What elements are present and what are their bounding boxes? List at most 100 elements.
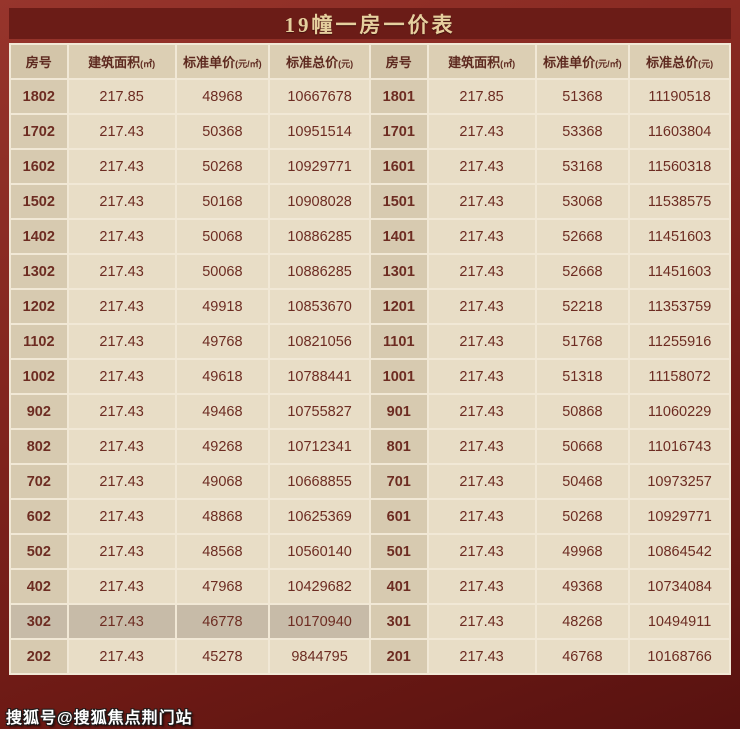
table-row: 302 217.43 46778 10170940 301 217.43 48268 1049… — [9, 603, 731, 640]
room-cell: 1302 — [9, 253, 69, 290]
value-cell: 217.43 — [66, 323, 177, 360]
value-cell: 217.43 — [66, 393, 177, 430]
value-cell: 10886285 — [268, 218, 371, 255]
room-cell: 1701 — [368, 113, 429, 150]
value-cell: 217.43 — [426, 498, 537, 535]
value-cell: 217.43 — [426, 113, 537, 150]
value-cell: 49968 — [534, 533, 631, 570]
room-cell: 801 — [368, 428, 429, 465]
room-cell: 1002 — [9, 358, 69, 395]
value-cell: 50668 — [534, 428, 631, 465]
value-cell: 10668855 — [268, 463, 371, 500]
value-cell: 52668 — [534, 253, 631, 290]
value-cell: 217.43 — [66, 498, 177, 535]
value-cell: 51768 — [534, 323, 631, 360]
table-row: 502 217.43 48568 10560140 501 217.43 49968 1086… — [9, 533, 731, 570]
room-cell: 1702 — [9, 113, 69, 150]
header-room-right: 房号 — [368, 43, 429, 80]
value-cell: 10821056 — [268, 323, 371, 360]
value-cell: 217.43 — [66, 638, 177, 675]
value-cell: 11353759 — [628, 288, 731, 325]
value-cell: 10170940 — [268, 603, 371, 640]
value-cell: 10929771 — [268, 148, 371, 185]
value-cell: 47968 — [174, 568, 271, 605]
value-cell: 9844795 — [268, 638, 371, 675]
value-cell: 10951514 — [268, 113, 371, 150]
value-cell: 50168 — [174, 183, 271, 220]
table-row: 702 217.43 49068 10668855 701 217.43 50468 1097… — [9, 463, 731, 500]
value-cell: 11538575 — [628, 183, 731, 220]
value-cell: 48568 — [174, 533, 271, 570]
header-unitprice-left: 标准单价(元/㎡) — [174, 43, 271, 80]
watermark: 搜狐号@搜狐焦点荆门站 — [6, 710, 193, 727]
value-cell: 49768 — [174, 323, 271, 360]
room-cell: 1101 — [368, 323, 429, 360]
table-row: 902 217.43 49468 10755827 901 217.43 50868 1106… — [9, 393, 731, 430]
room-cell: 1102 — [9, 323, 69, 360]
value-cell: 217.43 — [426, 463, 537, 500]
room-cell: 1602 — [9, 148, 69, 185]
header-row: 房号 建筑面积(㎡) 标准单价(元/㎡) 标准总价(元) 房号 建筑面积(㎡) … — [9, 43, 731, 80]
page-title: 19幢一房一价表 — [9, 8, 731, 39]
table-row: 1602 217.43 50268 10929771 1601 217.43 53168 11… — [9, 148, 731, 185]
value-cell: 217.43 — [426, 358, 537, 395]
value-cell: 217.43 — [426, 603, 537, 640]
header-unitprice-right: 标准单价(元/㎡) — [534, 43, 631, 80]
room-cell: 301 — [368, 603, 429, 640]
value-cell: 217.43 — [426, 323, 537, 360]
room-cell: 802 — [9, 428, 69, 465]
room-cell: 901 — [368, 393, 429, 430]
value-cell: 217.43 — [426, 428, 537, 465]
room-cell: 1402 — [9, 218, 69, 255]
table-row: 1502 217.43 50168 10908028 1501 217.43 53068 11… — [9, 183, 731, 220]
value-cell: 48968 — [174, 78, 271, 115]
table-row: 802 217.43 49268 10712341 801 217.43 50668 1101… — [9, 428, 731, 465]
value-cell: 49918 — [174, 288, 271, 325]
room-cell: 701 — [368, 463, 429, 500]
room-cell: 1001 — [368, 358, 429, 395]
value-cell: 11451603 — [628, 218, 731, 255]
value-cell: 217.43 — [66, 568, 177, 605]
header-room-left: 房号 — [9, 43, 69, 80]
value-cell: 50068 — [174, 253, 271, 290]
value-cell: 217.43 — [426, 638, 537, 675]
room-cell: 1202 — [9, 288, 69, 325]
value-cell: 10625369 — [268, 498, 371, 535]
value-cell: 217.43 — [66, 218, 177, 255]
header-totalprice-right: 标准总价(元) — [628, 43, 731, 80]
room-cell: 1201 — [368, 288, 429, 325]
header-area-left: 建筑面积(㎡) — [66, 43, 177, 80]
value-cell: 49468 — [174, 393, 271, 430]
value-cell: 50268 — [174, 148, 271, 185]
room-cell: 1501 — [368, 183, 429, 220]
value-cell: 51318 — [534, 358, 631, 395]
header-totalprice-left: 标准总价(元) — [268, 43, 371, 80]
price-table: 房号 建筑面积(㎡) 标准单价(元/㎡) 标准总价(元) 房号 建筑面积(㎡) … — [9, 43, 731, 675]
value-cell: 10973257 — [628, 463, 731, 500]
value-cell: 11158072 — [628, 358, 731, 395]
room-cell: 202 — [9, 638, 69, 675]
table-row: 602 217.43 48868 10625369 601 217.43 50268 1092… — [9, 498, 731, 535]
value-cell: 217.43 — [426, 148, 537, 185]
value-cell: 10734084 — [628, 568, 731, 605]
page-title-text: 19幢一房一价表 — [284, 12, 456, 37]
room-cell: 902 — [9, 393, 69, 430]
value-cell: 10429682 — [268, 568, 371, 605]
value-cell: 217.43 — [426, 393, 537, 430]
room-cell: 302 — [9, 603, 69, 640]
value-cell: 46768 — [534, 638, 631, 675]
value-cell: 217.43 — [66, 603, 177, 640]
value-cell: 11603804 — [628, 113, 731, 150]
value-cell: 10853670 — [268, 288, 371, 325]
value-cell: 49368 — [534, 568, 631, 605]
table-row: 402 217.43 47968 10429682 401 217.43 49368 1073… — [9, 568, 731, 605]
value-cell: 10168766 — [628, 638, 731, 675]
value-cell: 53168 — [534, 148, 631, 185]
value-cell: 217.43 — [66, 113, 177, 150]
room-cell: 601 — [368, 498, 429, 535]
value-cell: 48868 — [174, 498, 271, 535]
value-cell: 10667678 — [268, 78, 371, 115]
table-row: 1402 217.43 50068 10886285 1401 217.43 52668 11… — [9, 218, 731, 255]
table-row: 1302 217.43 50068 10886285 1301 217.43 52668 11… — [9, 253, 731, 290]
value-cell: 10755827 — [268, 393, 371, 430]
